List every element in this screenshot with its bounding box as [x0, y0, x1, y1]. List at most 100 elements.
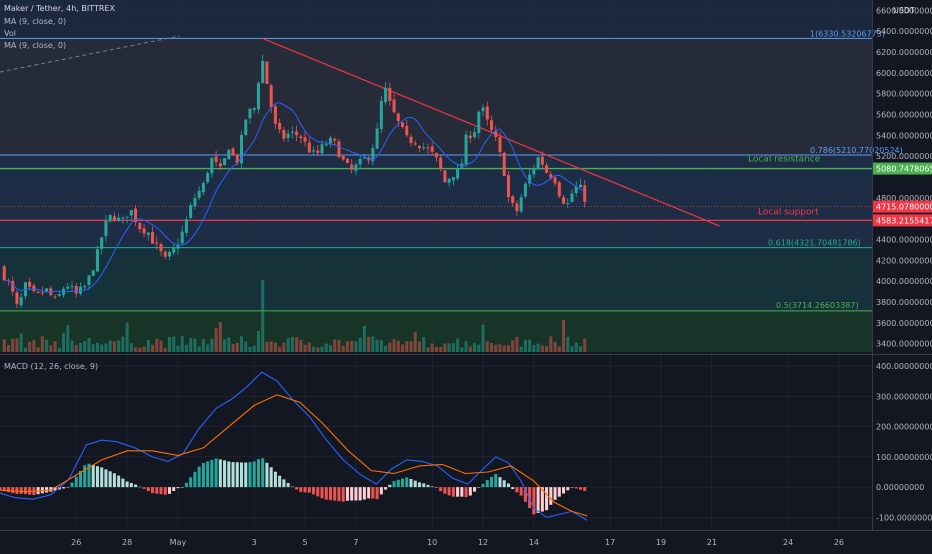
- volume-bar: [108, 340, 112, 352]
- volume-bar: [239, 336, 244, 352]
- volume-bar: [252, 345, 256, 352]
- candle-body: [155, 242, 159, 244]
- volume-bar: [74, 345, 78, 352]
- candle-body: [405, 125, 409, 136]
- candle-body: [269, 85, 273, 108]
- volume-bar: [392, 339, 396, 352]
- volume-bar: [303, 344, 307, 352]
- candle-body: [528, 174, 532, 184]
- macd-histogram-bar: [180, 487, 184, 488]
- candle-body: [362, 157, 366, 159]
- macd-histogram-bar: [439, 487, 443, 492]
- date-tick-label: 24: [783, 538, 793, 547]
- volume-bar: [210, 338, 214, 352]
- macd-histogram-bar: [172, 487, 176, 492]
- macd-indicator-label[interactable]: MACD (12, 26, close, 9): [4, 362, 98, 371]
- macd-histogram-bar: [345, 487, 349, 501]
- volume-bar: [430, 343, 434, 352]
- macd-histogram-bar: [269, 467, 273, 488]
- macd-histogram-bar: [0, 487, 2, 491]
- macd-histogram-bar: [328, 487, 333, 501]
- candle-body: [32, 285, 36, 292]
- support-tag-text: 4583.21554175: [876, 216, 932, 225]
- candles: [2, 54, 587, 309]
- volume-bar: [151, 344, 155, 352]
- volume-bar: [345, 341, 349, 352]
- volume-bar: [519, 346, 523, 352]
- macd-histogram-bar: [341, 487, 345, 502]
- candle-body: [273, 106, 277, 124]
- price-axis[interactable]: 6600.00000000 6400.00000000 6200.00000000 6…: [876, 6, 932, 348]
- date-axis[interactable]: 26 28 May 3 5 7 10 12 14 17 19 21 24 26: [71, 538, 844, 547]
- macd-histogram-bar: [451, 487, 455, 497]
- price-tick-label: 6000.00000000: [876, 69, 932, 78]
- volume-bar: [261, 280, 265, 352]
- volume-bar: [2, 339, 6, 352]
- date-tick-label: 5: [303, 538, 308, 547]
- volume-bar: [197, 346, 201, 352]
- volume-bar: [578, 346, 583, 352]
- candle-body: [265, 61, 269, 84]
- macd-histogram-bar: [422, 483, 426, 488]
- date-tick-label: 17: [605, 538, 615, 547]
- macd-histogram-bar: [282, 479, 286, 488]
- price-tick-label: 5200.00000000: [876, 152, 932, 161]
- candle-body: [290, 131, 294, 133]
- macd-histogram-bar: [210, 459, 214, 488]
- indicator-ma-1[interactable]: MA (9, close, 0): [4, 17, 66, 26]
- volume-bar: [528, 339, 532, 352]
- price-tick-label: 5800.00000000: [876, 90, 932, 99]
- macd-histogram-bar: [489, 476, 494, 488]
- candle-body: [460, 163, 464, 168]
- candle-body: [328, 137, 333, 144]
- macd-histogram-bar: [53, 487, 57, 491]
- macd-histogram-bar: [265, 462, 269, 488]
- candle-body: [439, 157, 443, 170]
- candle-body: [180, 231, 184, 244]
- descending-trendline[interactable]: [262, 37, 720, 227]
- candle-body: [252, 108, 256, 110]
- macd-histogram-bar: [248, 462, 252, 488]
- candle-body: [112, 216, 116, 221]
- candle-body: [553, 177, 557, 184]
- volume-bar: [523, 339, 527, 352]
- chart-title[interactable]: Maker / Tether, 4h, BITTREX: [4, 4, 115, 13]
- volume-bar: [443, 343, 447, 352]
- macd-histogram-bar: [481, 483, 485, 488]
- volume-bar: [417, 341, 421, 352]
- macd-histogram-bar: [316, 487, 320, 497]
- candle-body: [532, 168, 536, 175]
- candle-body: [83, 286, 87, 288]
- candle-body: [316, 150, 320, 153]
- grid-lines: [0, 0, 872, 530]
- volume-bar: [456, 338, 460, 352]
- macd-histogram-bar: [57, 487, 61, 490]
- volume-bar: [19, 333, 23, 352]
- date-tick-label: 12: [478, 538, 488, 547]
- price-tick-label: 3400.00000000: [876, 340, 932, 349]
- volume-bar: [413, 331, 417, 352]
- macd-histogram-bar: [409, 478, 413, 488]
- price-tick-label: 6200.00000000: [876, 48, 932, 57]
- candle-body: [117, 217, 121, 221]
- macd-histogram-bar: [129, 482, 133, 488]
- volume-bar: [545, 346, 549, 352]
- volume-bar: [477, 344, 481, 352]
- volume-bar: [87, 337, 91, 352]
- candle-body: [583, 185, 587, 202]
- indicator-ma-2[interactable]: MA (9, close, 0): [4, 41, 66, 50]
- volume-bar: [163, 347, 167, 352]
- volume-bar: [388, 342, 392, 352]
- indicator-volume[interactable]: Vol: [4, 29, 16, 38]
- macd-histogram-bar: [413, 480, 417, 488]
- candle-body: [2, 266, 6, 281]
- macd-histogram-bar: [494, 474, 498, 488]
- dashed-trendline[interactable]: [0, 35, 181, 73]
- candle-body: [307, 142, 311, 153]
- macd-axis[interactable]: 400.00000000 300.00000000 200.00000000 100.…: [876, 362, 932, 522]
- volume-bar: [129, 343, 133, 352]
- macd-histogram-bar: [6, 487, 10, 493]
- candle-body: [324, 144, 328, 146]
